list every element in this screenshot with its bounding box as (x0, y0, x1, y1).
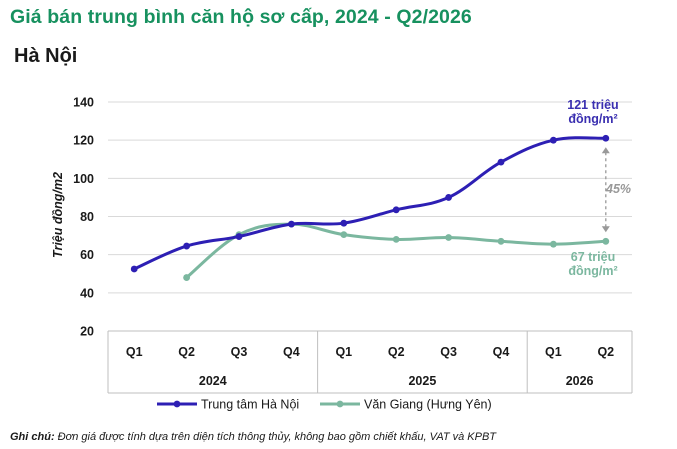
series-line-1 (132, 136, 608, 271)
y-tick-label: 80 (80, 210, 94, 224)
chart-title: Giá bán trung bình căn hộ sơ cấp, 2024 -… (10, 6, 472, 28)
difference-label: 45% (606, 182, 632, 196)
series-1-point (130, 265, 138, 273)
y-tick-labels: 20 40 60 80 100 120 140 (73, 96, 94, 339)
legend: Trung tâm Hà Nội Văn Giang (Hưng Yên) (157, 398, 492, 412)
x-tick-label: Q2 (178, 345, 195, 359)
y-tick-label: 40 (80, 286, 94, 300)
series-2-point (445, 234, 452, 241)
footnote-text: Đơn giá được tính dựa trên diện tích thô… (54, 431, 497, 443)
series-1-point (235, 233, 243, 240)
footnote: Ghi chú: Đơn giá được tính dựa trên diện… (10, 431, 496, 443)
y-tick-label: 140 (73, 96, 94, 110)
y-tick-label: 120 (73, 134, 94, 148)
year-label: 2024 (199, 374, 227, 388)
x-tick-label: Q3 (440, 345, 457, 359)
x-axis-table: Q1 Q2 Q3 Q4 Q1 Q2 Q3 Q4 Q1 Q2 2024 2025 2026 (107, 330, 633, 394)
footnote-label: Ghi chú: (10, 431, 55, 443)
series-2-point (550, 240, 557, 248)
series-1-point (183, 242, 191, 250)
annotation-series2-line1: 67 triệu (570, 250, 616, 264)
legend-label-1: Trung tâm Hà Nội (201, 398, 299, 412)
series-1-point (602, 134, 610, 142)
x-tick-label: Q2 (597, 345, 614, 359)
series-2-point (602, 237, 610, 245)
annotation-series1-last: 121 triệu đồng/m² (548, 98, 638, 126)
year-label: 2025 (408, 374, 436, 388)
y-axis-label: Triệu đồng/m2 (51, 172, 65, 258)
series-2-point (340, 231, 348, 239)
y-tick-label: 20 (80, 325, 94, 339)
series-1-point (392, 206, 400, 214)
year-label: 2026 (566, 374, 594, 388)
gridlines (108, 101, 632, 294)
x-tick-label: Q4 (493, 345, 510, 359)
x-tick-label: Q1 (126, 345, 143, 359)
y-tick-label: 60 (80, 248, 94, 262)
x-tick-label: Q3 (231, 345, 248, 359)
difference-arrow (601, 147, 610, 233)
legend-label-2: Văn Giang (Hưng Yên) (364, 398, 492, 412)
series-1-point (497, 158, 505, 166)
annotation-series2-last: 67 triệu đồng/m² (548, 250, 638, 278)
x-tick-label: Q4 (283, 345, 300, 359)
series-1-point (340, 219, 348, 227)
legend-marker-2 (336, 400, 344, 408)
series-lines (130, 134, 610, 281)
difference-arrow-head-down (601, 226, 610, 233)
y-tick-label: 100 (73, 172, 94, 186)
annotation-series1-line2: đồng/m² (568, 112, 618, 126)
series-2-point (497, 237, 505, 245)
x-tick-label: Q1 (335, 345, 352, 359)
x-tick-label: Q2 (388, 345, 405, 359)
series-1-point (550, 136, 557, 144)
x-tick-label: Q1 (545, 345, 562, 359)
annotation-series2-line2: đồng/m² (568, 264, 618, 278)
series-2-point (392, 236, 400, 243)
series-1-point (445, 194, 452, 201)
annotation-series1-line1: 121 triệu (567, 98, 619, 112)
legend-marker-1 (173, 400, 181, 408)
series-2-point (183, 274, 191, 281)
series-line-2 (185, 222, 608, 280)
series-1-point (288, 220, 295, 228)
difference-arrow-head-up (601, 147, 610, 154)
chart-subtitle: Hà Nội (14, 45, 78, 67)
